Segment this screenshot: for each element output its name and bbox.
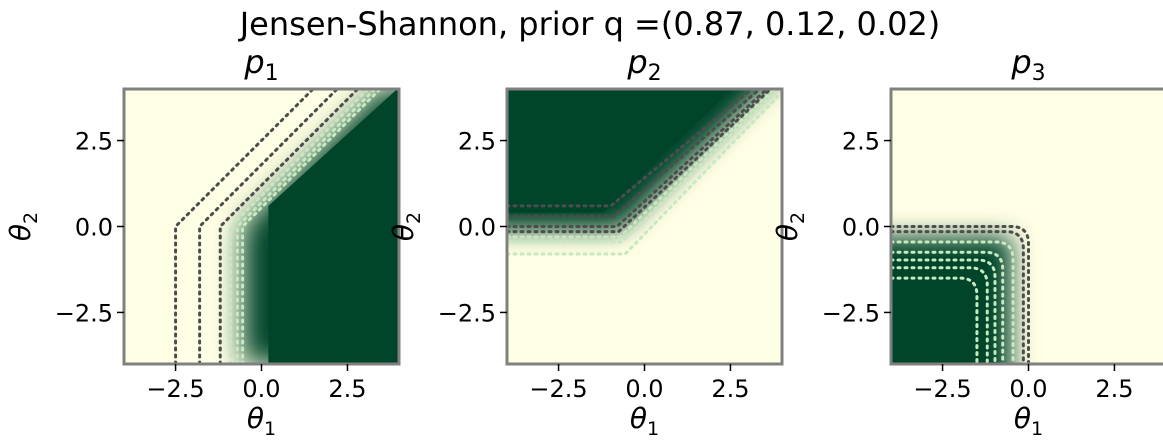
heatmap-region [174, 89, 399, 364]
x-tick-label: 2.5 [711, 375, 749, 403]
contour-line [507, 89, 780, 244]
contour-line [198, 89, 340, 364]
x-tick-label: 2.5 [328, 375, 366, 403]
contour-line [229, 89, 371, 364]
y-tick-label: 2.5 [842, 128, 880, 156]
panel-1: −2.5 0.0 2.5 2.5 0.0 −2.5 p1 θ1 θ2 [4, 43, 401, 440]
x-tick-label: −2.5 [529, 375, 587, 403]
x-axis-label: θ1 [1014, 402, 1043, 440]
x-axis-label: θ1 [630, 402, 659, 440]
contour-line [507, 89, 773, 234]
contour-line [891, 250, 1005, 364]
contour-line [891, 230, 1025, 364]
y-tick-label: 0.0 [75, 214, 113, 242]
contour-line [891, 258, 997, 364]
x-axis-label: θ1 [247, 402, 276, 440]
contour-line [891, 276, 979, 364]
y-tick-label: −2.5 [822, 299, 880, 327]
x-tick-label: 2.5 [1095, 375, 1133, 403]
contour-line [507, 89, 777, 239]
y-axis-label: θ2 [771, 212, 809, 241]
y-tick-label: 0.0 [842, 214, 880, 242]
contour-line [507, 89, 770, 228]
contour-line [241, 89, 383, 364]
y-tick-label: 2.5 [75, 128, 113, 156]
y-axis-label: θ2 [4, 212, 42, 241]
figure-title: Jensen-Shannon, prior q =(0.87, 0.12, 0.… [238, 5, 941, 43]
contour-line [891, 240, 1015, 364]
y-tick-label: −2.5 [55, 299, 113, 327]
y-tick-label: −2.5 [438, 299, 496, 327]
contour-line [507, 89, 755, 208]
contour-line [235, 89, 378, 364]
heatmap-region [507, 89, 782, 256]
heatmap-region [891, 225, 1030, 364]
x-tick-label: −2.5 [913, 375, 971, 403]
contour-line [507, 89, 782, 256]
panel-title: p1 [243, 43, 278, 86]
panel-2: −2.5 0.0 2.5 2.5 0.0 −2.5 p2 θ1 θ2 [387, 43, 784, 440]
panel-title: p2 [626, 43, 661, 86]
x-tick-label: −2.5 [146, 375, 204, 403]
contour-line [174, 89, 316, 364]
y-axis-label: θ2 [387, 212, 425, 241]
x-tick-label: 0.0 [625, 375, 663, 403]
x-tick-label: 0.0 [1009, 375, 1047, 403]
contour-line [891, 225, 1030, 364]
y-tick-label: 0.0 [458, 214, 496, 242]
y-tick-label: 2.5 [458, 128, 496, 156]
contour-line [891, 266, 989, 364]
contour-line [507, 89, 762, 218]
panel-3: −2.5 0.0 2.5 2.5 0.0 −2.5 p3 θ1 θ2 [771, 43, 1163, 440]
contour-line [218, 89, 360, 364]
panel-title: p3 [1010, 43, 1045, 86]
x-tick-label: 0.0 [242, 375, 280, 403]
